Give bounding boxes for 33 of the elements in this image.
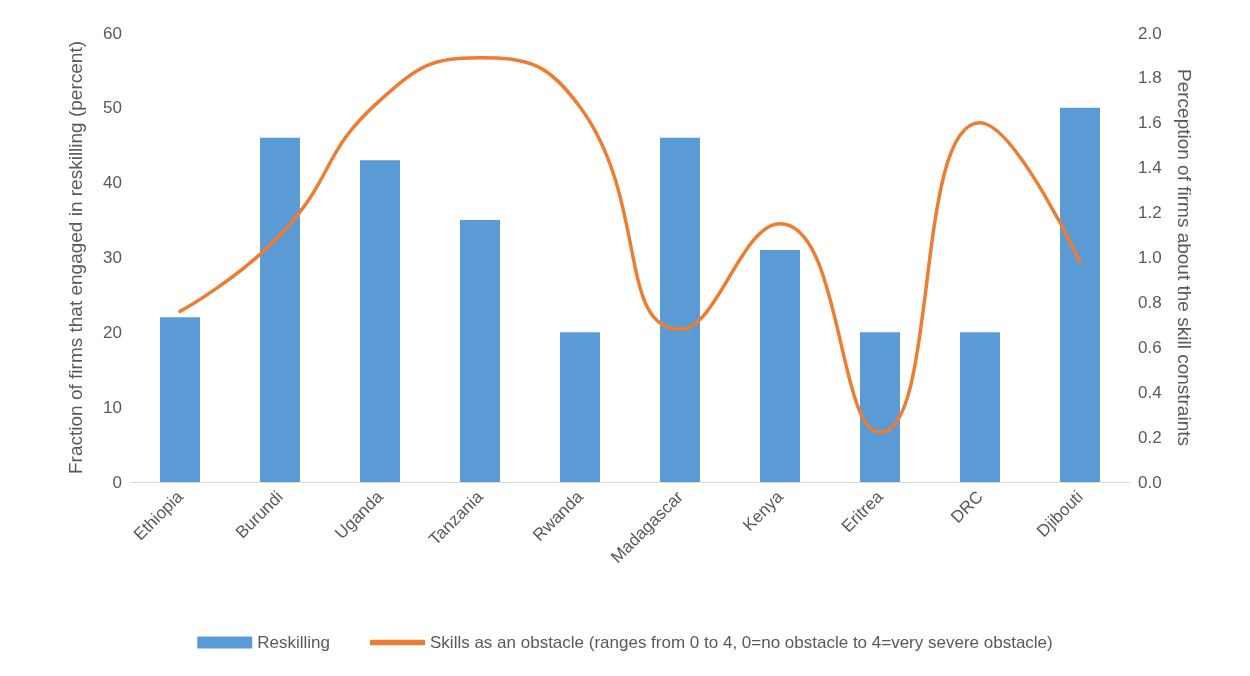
y2-tick-label: 1.0 [1138,248,1162,267]
y-tick-label: 20 [103,322,122,342]
y-tick-label: 10 [103,397,122,417]
y-tick-label: 30 [103,248,122,267]
legend-label: Reskilling [257,633,331,652]
y2-tick-label: 1.8 [1138,68,1162,88]
bar [560,332,600,482]
y-axis-title: Fraction of firms that engaged in reskilling (percent) [65,41,86,474]
y-tick-label: 40 [103,173,122,193]
y2-axis-title: Perception of firms about the skill constraints [1174,68,1195,447]
y-tick-label: 0 [112,472,122,492]
bar [960,332,1000,482]
y-tick-label: 50 [103,98,122,118]
y2-tick-label: 0.4 [1138,382,1162,402]
legend-label: Skills as an obstacle (ranges from 0 to 4, 0=no obstacle to 4=very severe obstacle) [430,633,1053,652]
y2-tick-label: 0.0 [1138,472,1162,492]
line-series [178,55,1082,435]
y2-tick-label: 0.2 [1138,427,1162,447]
y-tick-label: 60 [103,23,122,43]
bar [1060,107,1100,482]
y2-tick-label: 1.6 [1138,113,1162,133]
bar [360,160,400,482]
y2-tick-label: 1.2 [1138,203,1162,223]
bar [860,332,900,482]
bar [660,137,700,482]
y2-tick-label: 0.6 [1138,337,1162,357]
bar [460,220,500,482]
y2-tick-label: 0.8 [1138,292,1162,312]
y2-tick-label: 1.4 [1138,158,1162,178]
bar [160,317,200,482]
bar [760,250,800,482]
bar [260,137,300,482]
y2-tick-label: 2.0 [1138,23,1162,43]
